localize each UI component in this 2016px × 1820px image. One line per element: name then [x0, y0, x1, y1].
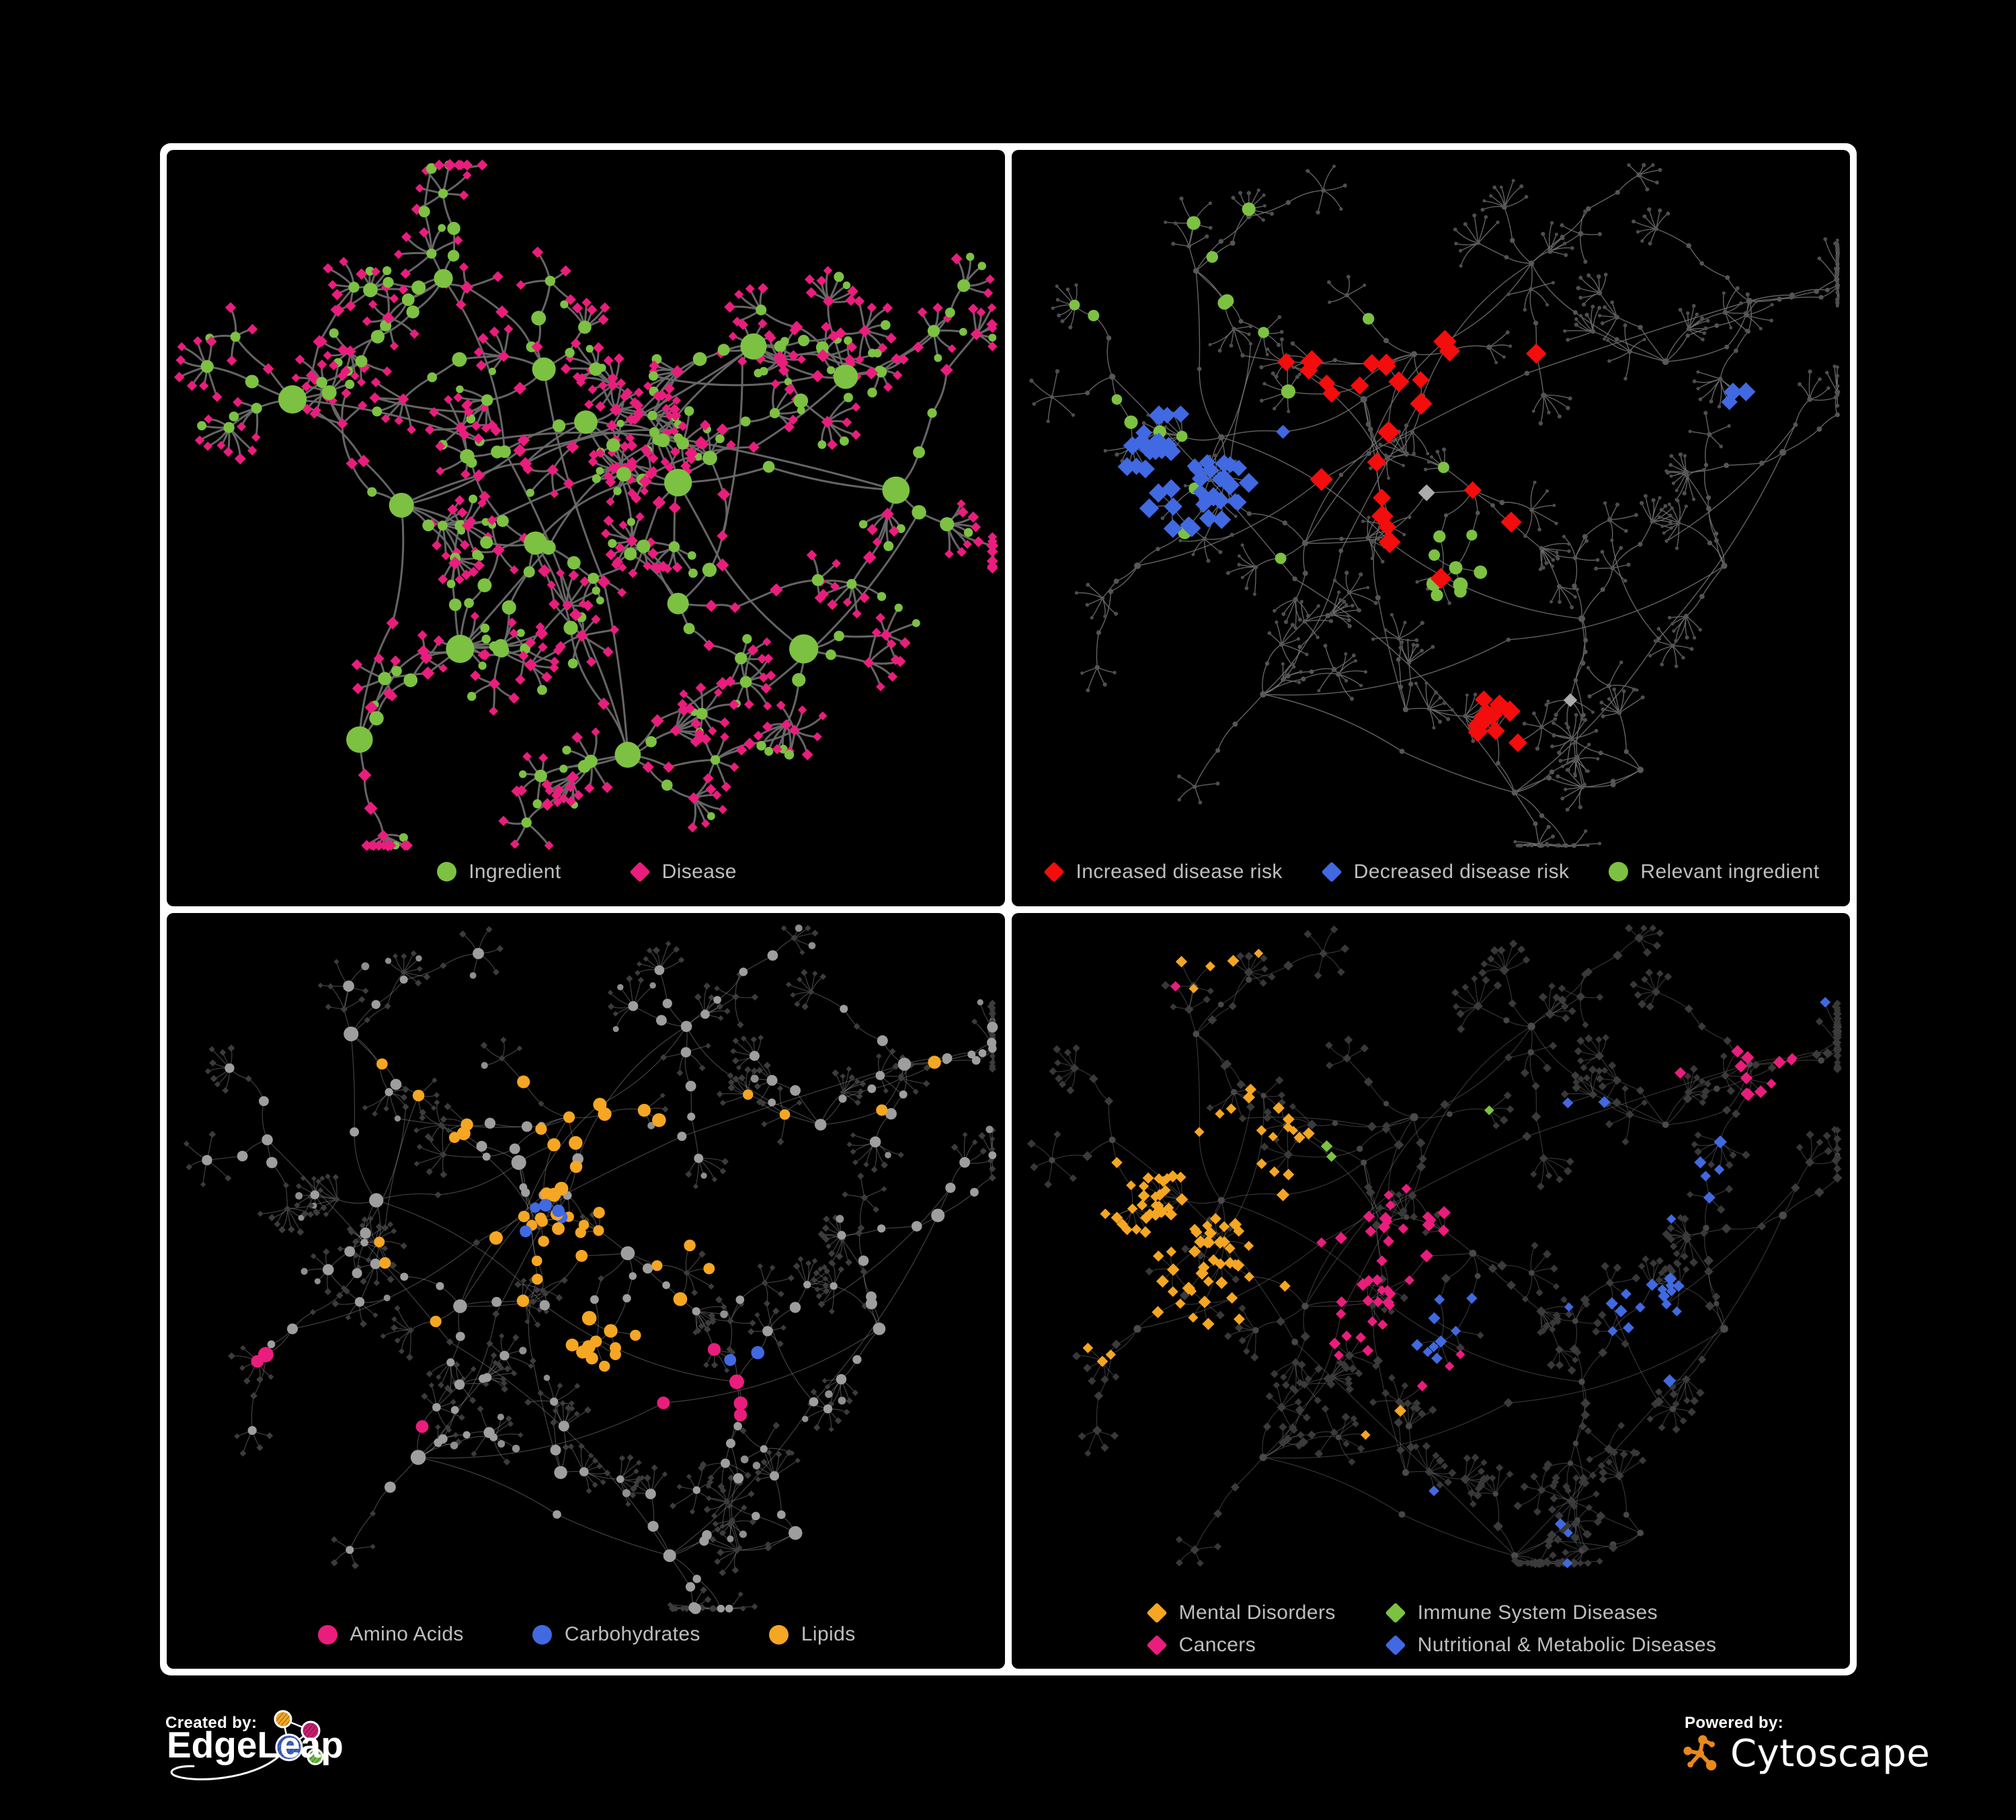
legend-item-carbohydrates: Carbohydrates — [531, 1623, 700, 1646]
legend-label: Disease — [661, 860, 737, 883]
legend-label: Nutritional & Metabolic Diseases — [1417, 1634, 1717, 1656]
cytoscape-wordmark: Cytoscape — [1730, 1732, 1931, 1776]
circle-marker-icon — [316, 1623, 339, 1646]
legend-item-lipids: Lipids — [768, 1623, 856, 1646]
disease-classes-network — [1026, 923, 1843, 1569]
legend-item-ingredient: Ingredient — [435, 861, 561, 883]
disease-risk-legend: Increased disease risk Decreased disease … — [1012, 861, 1850, 883]
legend-label: Lipids — [801, 1623, 856, 1645]
diamond-marker-icon — [1384, 1634, 1407, 1657]
legend-label: Ingredient — [469, 860, 561, 883]
legend-item-decreased-disease-risk: Decreased disease risk — [1320, 861, 1570, 883]
ingredient-disease-legend: Ingredient Disease — [167, 861, 1005, 883]
legend-item-immune-system-diseases: Immune System Diseases — [1384, 1601, 1717, 1624]
edgeleap-logo: EdgeLeap — [167, 1710, 344, 1780]
legend-label: Mental Disorders — [1178, 1601, 1336, 1624]
ingredient-disease-network — [173, 159, 999, 852]
legend-item-amino-acids: Amino Acids — [316, 1623, 463, 1646]
legend-label: Increased disease risk — [1076, 860, 1283, 883]
edgeleap-node-magenta — [300, 1720, 321, 1741]
disease-classes-legend: Mental Disorders Immune System Diseases Ca… — [1012, 1601, 1850, 1657]
legend-item-cancers: Cancers — [1145, 1634, 1336, 1657]
legend-label: Decreased disease risk — [1353, 860, 1570, 883]
diamond-marker-icon — [1320, 861, 1343, 883]
disease-risk-network — [1029, 163, 1841, 848]
panel-disease-risk: Increased disease risk Decreased disease … — [1012, 150, 1850, 906]
powered-by-label: Powered by: — [1685, 1714, 1784, 1732]
legend-item-disease: Disease — [629, 861, 737, 883]
panel-ingredient-disease: Ingredient Disease — [167, 150, 1005, 906]
circle-marker-icon — [531, 1623, 554, 1646]
panel-disease-classes: Mental Disorders Immune System Diseases Ca… — [1012, 912, 1850, 1669]
legend-item-nutritional-metabolic-diseases: Nutritional & Metabolic Diseases — [1384, 1634, 1717, 1657]
nutrient-classes-network — [183, 924, 998, 1614]
diamond-marker-icon — [1145, 1634, 1168, 1657]
legend-item-increased-disease-risk: Increased disease risk — [1043, 861, 1283, 883]
figure-grid: Ingredient Disease Increased disease risk D… — [160, 143, 1857, 1675]
nutrient-classes-legend: Amino Acids Carbohydrates Lipids — [167, 1623, 1005, 1646]
edgeleap-wordmark: EdgeLeap — [167, 1724, 344, 1766]
legend-label: Amino Acids — [350, 1623, 464, 1645]
diamond-marker-icon — [1384, 1601, 1407, 1624]
edgeleap-node-green — [307, 1748, 324, 1766]
legend-label: Immune System Diseases — [1417, 1601, 1658, 1624]
legend-label: Cancers — [1178, 1634, 1256, 1656]
legend-label: Relevant ingredient — [1640, 860, 1820, 883]
circle-marker-icon — [1607, 861, 1629, 883]
edgeleap-node-blue — [275, 1733, 303, 1762]
legend-label: Carbohydrates — [564, 1623, 700, 1645]
circle-marker-icon — [768, 1623, 791, 1646]
legend-item-mental-disorders: Mental Disorders — [1145, 1601, 1336, 1624]
circle-marker-icon — [435, 861, 458, 883]
legend-item-relevant-ingredient: Relevant ingredient — [1607, 861, 1819, 883]
diamond-marker-icon — [629, 861, 651, 883]
cytoscape-lockup: Cytoscape — [1682, 1732, 1930, 1776]
created-by-label: Created by: — [165, 1714, 257, 1732]
panel-nutrient-classes: Amino Acids Carbohydrates Lipids — [167, 912, 1005, 1669]
edgeleap-node-orange — [274, 1710, 292, 1729]
diamond-marker-icon — [1145, 1601, 1168, 1624]
diamond-marker-icon — [1043, 861, 1065, 883]
cytoscape-icon — [1683, 1735, 1717, 1770]
edgeleap-swoosh — [170, 1755, 280, 1780]
